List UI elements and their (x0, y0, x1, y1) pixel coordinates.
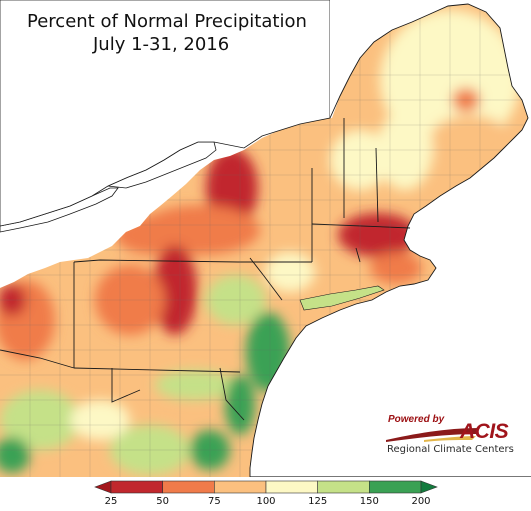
legend-bin-25-50 (110, 480, 163, 494)
precip-region-mass-dry2 (370, 252, 422, 284)
legend-bin-75-100 (214, 480, 267, 494)
land-canada-east (330, 0, 468, 118)
precip-region-maryland-wet (155, 370, 235, 400)
precip-region-nj-wet (246, 312, 290, 392)
coastline (249, 3, 529, 477)
regional-climate-centers-text: Regional Climate Centers (387, 444, 514, 455)
legend-bin-50-75 (162, 480, 215, 494)
precip-region-wv-wet2 (0, 437, 30, 473)
acis-logo-text: ACIS (460, 420, 509, 443)
legend-tick-label: 100 (256, 496, 276, 507)
map-title: Percent of Normal Precipitation (27, 11, 307, 32)
legend-over-arrow (420, 480, 438, 494)
legend-tick-label: 150 (359, 496, 379, 507)
acis-credit: Powered by ACIS Regional Climate Centers (384, 414, 516, 458)
state-boundaries (0, 118, 411, 421)
legend-tick-label: 125 (308, 496, 328, 507)
legend-bin-150-200 (369, 480, 422, 494)
legend-tick-label: 75 (207, 496, 221, 507)
long-island (299, 285, 385, 311)
powered-by-text: Powered by (388, 414, 445, 425)
acis-swoosh-logo (386, 428, 480, 442)
legend-under-arrow (94, 480, 112, 494)
legend-bin-100-125 (265, 480, 318, 494)
map-frame: Percent of Normal Precipitation July 1-3… (0, 0, 531, 477)
precip-region-va-normal (70, 400, 130, 440)
legend-tick-label: 50 (156, 496, 170, 507)
precip-region-mass-dry (338, 213, 418, 257)
color-legend: 25 50 75 100 125 150 200 (0, 477, 531, 511)
legend-bin-125-150 (317, 480, 370, 494)
precipitation-map (0, 0, 529, 477)
legend-tick-label: 25 (104, 496, 118, 507)
map-date-range: July 1-31, 2016 (93, 34, 230, 55)
precip-region-maine-south (430, 115, 510, 165)
precip-region-lower-hudson (265, 252, 315, 292)
precip-region-pa-dry (153, 245, 197, 335)
legend-colorbar (94, 480, 438, 494)
legend-tick-label: 200 (411, 496, 431, 507)
